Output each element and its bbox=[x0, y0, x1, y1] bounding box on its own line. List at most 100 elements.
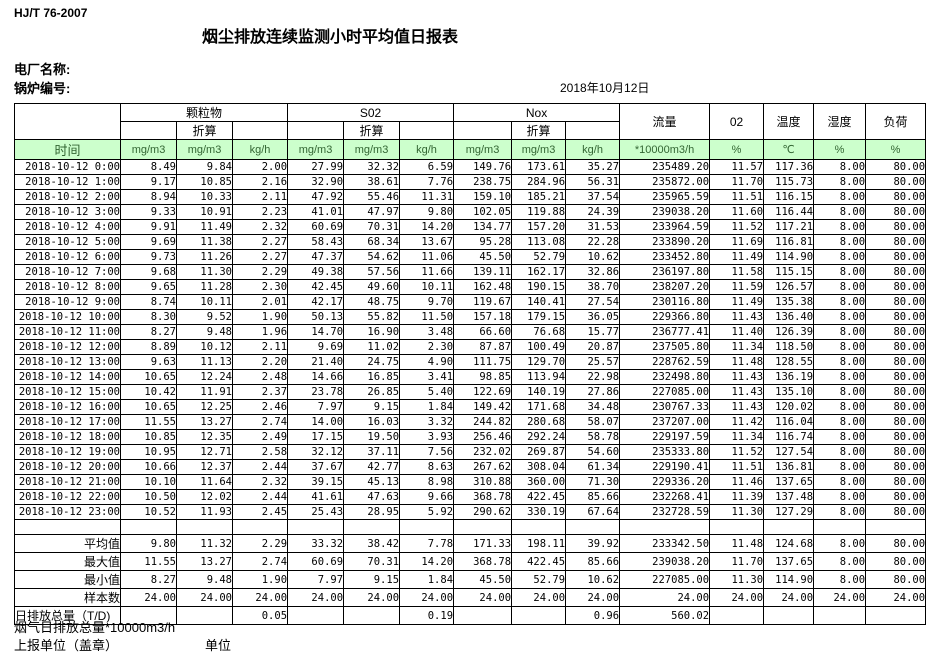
value-cell: 1.96 bbox=[231, 324, 289, 340]
value-cell: 11.52 bbox=[709, 444, 765, 460]
value-cell: 8.00 bbox=[813, 264, 867, 280]
value-cell: 120.02 bbox=[763, 399, 815, 415]
value-cell: 8.00 bbox=[813, 249, 867, 265]
value-cell: 11.69 bbox=[709, 234, 765, 250]
table-row: 2018-10-12 13:00 9.63 11.13 2.20 21.40 24.75 4… bbox=[14, 354, 927, 370]
value-cell bbox=[176, 606, 233, 625]
value-cell: 80.00 bbox=[865, 264, 927, 280]
value-cell: 14.20 bbox=[399, 552, 455, 571]
value-cell: 58.78 bbox=[565, 429, 621, 445]
value-cell: 37.11 bbox=[343, 444, 401, 460]
value-cell: 56.31 bbox=[565, 174, 621, 190]
value-cell: 80.00 bbox=[865, 489, 927, 505]
value-cell: 13.27 bbox=[176, 414, 233, 430]
value-cell: 116.04 bbox=[763, 414, 815, 430]
table-row: 2018-10-12 2:00 8.94 10.33 2.11 47.92 55.46 11… bbox=[14, 189, 927, 205]
value-cell: 9.63 bbox=[120, 354, 177, 370]
value-cell: 10.12 bbox=[176, 339, 233, 355]
value-cell: 2.23 bbox=[231, 204, 289, 220]
table-row: 2018-10-12 6:00 9.73 11.26 2.27 47.37 54.62 11… bbox=[14, 249, 927, 265]
value-cell: 22.98 bbox=[565, 369, 621, 385]
value-cell: 8.00 bbox=[813, 174, 867, 190]
value-cell: 0.05 bbox=[231, 606, 289, 625]
value-cell: 24.00 bbox=[813, 588, 867, 607]
value-cell: 227085.00 bbox=[619, 384, 711, 400]
value-cell: 3.48 bbox=[399, 324, 455, 340]
table-row: 2018-10-12 17:00 11.55 13.27 2.74 14.00 16.03… bbox=[14, 414, 927, 430]
table-row: 2018-10-12 5:00 9.69 11.38 2.27 58.43 68.34 13… bbox=[14, 234, 927, 250]
value-cell: 11.66 bbox=[399, 264, 455, 280]
spacer-cell bbox=[565, 519, 621, 535]
table-row: 2018-10-12 9:00 8.74 10.11 2.01 42.17 48.75 9.… bbox=[14, 294, 927, 310]
value-cell: 422.45 bbox=[511, 489, 567, 505]
value-cell: 10.50 bbox=[120, 489, 177, 505]
value-cell: 80.00 bbox=[865, 369, 927, 385]
table-row: 2018-10-12 23:00 10.52 11.93 2.45 25.43 28.95… bbox=[14, 504, 927, 520]
value-cell: 113.08 bbox=[511, 234, 567, 250]
value-cell: 87.87 bbox=[453, 339, 513, 355]
value-cell: 11.02 bbox=[343, 339, 401, 355]
summary-label: 最大值 bbox=[14, 552, 121, 571]
value-cell: 244.82 bbox=[453, 414, 513, 430]
time-cell: 2018-10-12 11:00 bbox=[14, 324, 121, 340]
value-cell: 8.00 bbox=[813, 414, 867, 430]
value-cell: 10.11 bbox=[176, 294, 233, 310]
value-cell: 9.68 bbox=[120, 264, 177, 280]
value-cell: 233342.50 bbox=[619, 534, 711, 553]
value-cell: 28.95 bbox=[343, 504, 401, 520]
value-cell: 135.10 bbox=[763, 384, 815, 400]
table-row: 2018-10-12 12:00 8.89 10.12 2.11 9.69 11.02 2.… bbox=[14, 339, 927, 355]
value-cell: 127.29 bbox=[763, 504, 815, 520]
value-cell: 2.00 bbox=[231, 159, 289, 175]
value-cell: 45.13 bbox=[343, 474, 401, 490]
value-cell: 157.20 bbox=[511, 219, 567, 235]
time-cell: 2018-10-12 20:00 bbox=[14, 459, 121, 475]
time-cell: 2018-10-12 6:00 bbox=[14, 249, 121, 265]
value-cell: 310.88 bbox=[453, 474, 513, 490]
table-row: 2018-10-12 10:00 8.30 9.52 1.90 50.13 55.82 11… bbox=[14, 309, 927, 325]
value-cell: 9.73 bbox=[120, 249, 177, 265]
value-cell: 137.48 bbox=[763, 489, 815, 505]
value-cell: 284.96 bbox=[511, 174, 567, 190]
o2-header: 02 bbox=[709, 103, 765, 140]
value-cell bbox=[813, 606, 867, 625]
value-cell: 14.20 bbox=[399, 219, 455, 235]
value-cell: 290.62 bbox=[453, 504, 513, 520]
value-cell: 9.80 bbox=[399, 204, 455, 220]
value-cell: 9.15 bbox=[343, 399, 401, 415]
value-cell: 80.00 bbox=[865, 399, 927, 415]
value-cell: 8.74 bbox=[120, 294, 177, 310]
value-cell: 128.55 bbox=[763, 354, 815, 370]
value-cell: 24.00 bbox=[176, 588, 233, 607]
blank-header-cell bbox=[453, 121, 513, 140]
value-cell: 368.78 bbox=[453, 489, 513, 505]
value-cell: 149.76 bbox=[453, 159, 513, 175]
value-cell: 32.32 bbox=[343, 159, 401, 175]
value-cell: 232728.59 bbox=[619, 504, 711, 520]
value-cell: 32.90 bbox=[287, 174, 345, 190]
value-cell: 229336.20 bbox=[619, 474, 711, 490]
value-cell: 422.45 bbox=[511, 552, 567, 571]
value-cell: 11.30 bbox=[709, 570, 765, 589]
value-cell: 45.50 bbox=[453, 249, 513, 265]
value-cell: 10.65 bbox=[120, 369, 177, 385]
value-cell: 308.04 bbox=[511, 459, 567, 475]
value-cell: 8.00 bbox=[813, 459, 867, 475]
value-cell: 42.17 bbox=[287, 294, 345, 310]
table-row: 2018-10-12 16:00 10.65 12.25 2.46 7.97 9.15 1.… bbox=[14, 399, 927, 415]
header-group-row: 颗粒物 S02 Nox 流量 02 温度 湿度 负荷 bbox=[14, 103, 927, 140]
converted-header: 折算 bbox=[511, 121, 567, 140]
value-cell: 10.91 bbox=[176, 204, 233, 220]
value-cell: 8.30 bbox=[120, 309, 177, 325]
value-cell: 2.29 bbox=[231, 534, 289, 553]
value-cell: 24.00 bbox=[453, 588, 513, 607]
value-cell: 80.00 bbox=[865, 189, 927, 205]
value-cell: 61.34 bbox=[565, 459, 621, 475]
value-cell: 80.00 bbox=[865, 159, 927, 175]
value-cell: 11.48 bbox=[709, 354, 765, 370]
spacer-cell bbox=[399, 519, 455, 535]
time-cell: 2018-10-12 19:00 bbox=[14, 444, 121, 460]
value-cell: 24.00 bbox=[763, 588, 815, 607]
summary-row: 最小值 8.27 9.48 1.90 7.97 9.15 1.84 45.50 52.79 10.… bbox=[14, 570, 927, 589]
value-cell: 11.26 bbox=[176, 249, 233, 265]
